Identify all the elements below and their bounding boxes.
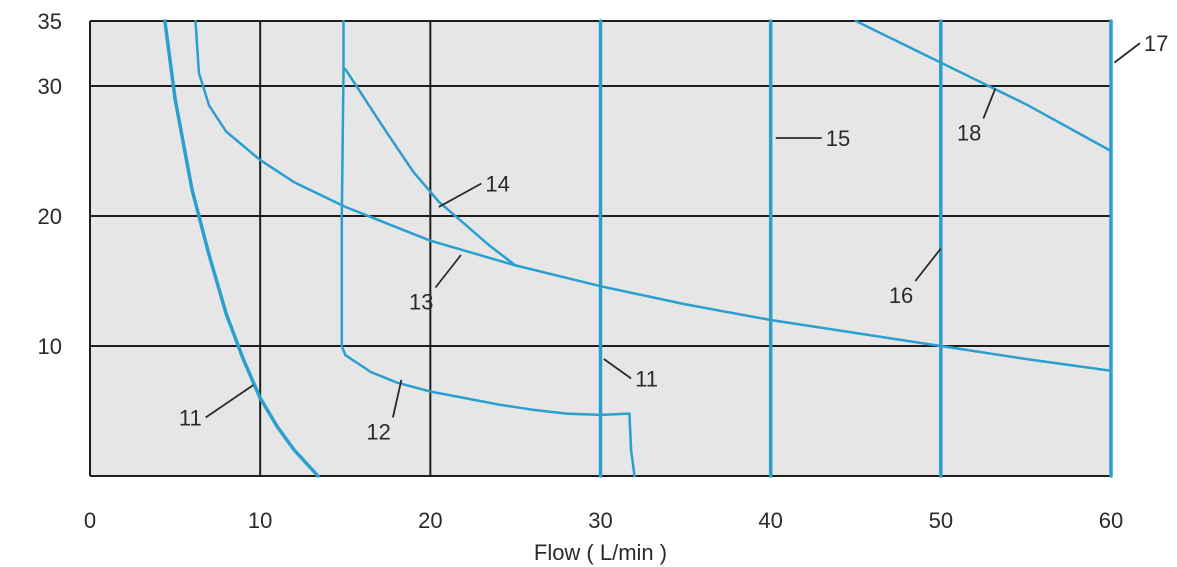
callout-leader [392, 379, 403, 418]
y-tick-label: 20 [38, 204, 62, 229]
x-tick-label: 10 [248, 508, 272, 533]
callout-label: 14 [485, 172, 509, 197]
callout-leader [603, 358, 632, 380]
callout-label: 15 [826, 126, 850, 151]
series-line-12 [340, 19, 636, 478]
callouts: 11 12 13 14 11 15 16 18 17 [179, 31, 1169, 444]
callout-label: 13 [409, 290, 433, 315]
x-tick-label: 30 [588, 508, 612, 533]
callout-leader [914, 247, 942, 282]
y-tick-label: 10 [38, 334, 62, 359]
series-group [163, 19, 1113, 478]
callout-label: 16 [889, 283, 913, 308]
callout-leader [434, 254, 462, 289]
callout-label: 18 [957, 121, 981, 146]
series-line-13 [194, 19, 1113, 372]
callout-label: 11 [179, 406, 202, 431]
y-axis-ticks: 10 20 30 35 [38, 9, 62, 359]
series-line-18 [854, 19, 1113, 153]
callout-leader [438, 182, 482, 208]
x-tick-label: 0 [84, 508, 96, 533]
callout-label: 11 [635, 367, 658, 392]
callout-label: 17 [1144, 31, 1168, 56]
x-tick-label: 50 [929, 508, 953, 533]
x-axis-label: Flow ( L/min ) [534, 540, 667, 565]
callout-leader [1113, 42, 1141, 64]
callout-leader [205, 384, 254, 419]
x-tick-label: 40 [758, 508, 782, 533]
callout-leader [982, 88, 997, 119]
x-tick-label: 60 [1099, 508, 1123, 533]
x-tick-label: 20 [418, 508, 442, 533]
y-tick-label: 30 [38, 74, 62, 99]
series-line-11 [163, 19, 320, 478]
series-line-14 [344, 67, 517, 267]
y-tick-label: 35 [38, 9, 62, 34]
callout-label: 12 [366, 420, 390, 445]
x-axis-ticks: 0 10 20 30 40 50 60 [84, 508, 1123, 533]
